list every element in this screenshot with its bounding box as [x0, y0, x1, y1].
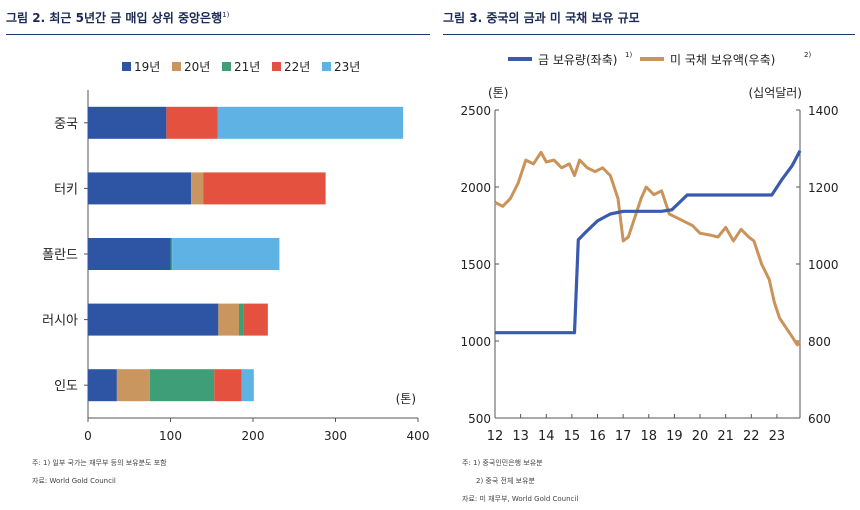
left-chart-title: 그림 2. 최근 5년간 금 매입 상위 중앙은행1) [6, 9, 229, 26]
legend-swatch-3 [272, 62, 281, 71]
bar-4-1 [116, 369, 150, 402]
legend-swatch-1 [172, 62, 181, 71]
x-tick-label-4: 16 [589, 429, 606, 444]
left-title-rule [6, 34, 430, 35]
x-tick-label-3: 300 [324, 429, 347, 443]
treasury-holdings-line [494, 150, 802, 347]
x-tick-label-4: 400 [407, 429, 430, 443]
bar-3-0 [88, 303, 219, 336]
legend-sup-treasury: 2) [804, 51, 811, 59]
right-note-2: 2) 중국 전체 보유분 [476, 477, 535, 485]
x-tick-label-9: 21 [717, 429, 734, 444]
bar-0-0 [88, 106, 167, 139]
legend-label-treasury: 미 국채 보유액(우축) [670, 53, 775, 67]
x-tick-label-8: 20 [692, 429, 709, 444]
category-label-4: 인도 [54, 379, 78, 394]
bar-1-0 [88, 172, 192, 205]
gold-reserve-line [495, 150, 802, 335]
dual-axis-line-chart: 금 보유량(좌축) 1) 미 국채 보유액(우축) 2) (톤) (십억달러) 500 100… [460, 51, 838, 444]
legend-swatch-4 [322, 62, 331, 71]
bar-4-3 [214, 369, 242, 402]
right-title-rule [443, 34, 855, 35]
category-label-3: 러시아 [42, 314, 78, 329]
left-y-tick-label-1: 1000 [460, 335, 491, 349]
legend-sup-gold: 1) [625, 51, 632, 59]
right-y-tick-label-1: 800 [808, 335, 831, 349]
left-source: 자료: World Gold Council [32, 477, 116, 485]
right-y-tick-label-4: 1400 [808, 104, 839, 118]
right-right-unit: (십억달러) [748, 86, 802, 100]
x-tick-label-1: 13 [512, 429, 529, 444]
bar-0-4 [217, 106, 404, 139]
left-chart-title-text: 그림 2. 최근 5년간 금 매입 상위 중앙은행 [6, 11, 223, 25]
bar-3-1 [218, 303, 239, 336]
legend-swatch-0 [122, 62, 131, 71]
right-chart-title: 그림 3. 중국의 금과 미 국채 보유 규모 [443, 9, 640, 26]
bar-4-2 [149, 369, 215, 402]
x-tick-label-3: 15 [564, 429, 581, 444]
bar-3-3 [243, 303, 268, 336]
right-y-tick-label-2: 1000 [808, 258, 839, 272]
legend-label-3: 22년 [284, 60, 310, 74]
left-chart-title-sup: 1) [222, 11, 230, 19]
left-y-tick-label-2: 1500 [460, 258, 491, 272]
legend-swatch-2 [222, 62, 231, 71]
bar-1-3 [203, 172, 326, 205]
category-label-0: 중국 [54, 117, 78, 132]
left-y-tick-label-4: 2500 [460, 104, 491, 118]
bar-1-1 [191, 172, 204, 205]
right-left-unit: (톤) [488, 86, 508, 100]
legend-label-1: 20년 [184, 60, 210, 74]
x-tick-label-0: 12 [487, 429, 504, 444]
right-note-1: 주: 1) 중국인민은행 보유분 [462, 459, 543, 467]
left-y-tick-label-3: 2000 [460, 181, 491, 195]
left-unit-label: (톤) [396, 392, 416, 406]
x-tick-label-1: 100 [159, 429, 182, 443]
category-label-2: 폴란드 [42, 248, 78, 263]
left-note-1: 주: 1) 일부 국가는 재무부 등의 보유분도 포함 [32, 459, 167, 467]
x-tick-label-11: 23 [769, 429, 786, 444]
bar-3-2 [238, 303, 244, 336]
left-y-tick-label-0: 500 [468, 412, 491, 426]
bar-0-3 [166, 106, 218, 139]
right-chart-title-text: 그림 3. 중국의 금과 미 국채 보유 규모 [443, 11, 640, 25]
legend-label-2: 21년 [234, 60, 260, 74]
x-tick-label-2: 200 [242, 429, 265, 443]
right-source: 자료: 미 재무부, World Gold Council [462, 495, 579, 503]
x-tick-label-6: 18 [641, 429, 658, 444]
bar-2-2 [170, 238, 173, 270]
x-tick-label-5: 17 [615, 429, 632, 444]
x-tick-label-0: 0 [84, 429, 92, 443]
right-y-tick-label-0: 600 [808, 412, 831, 426]
bar-2-0 [88, 238, 171, 270]
x-tick-label-7: 19 [666, 429, 683, 444]
legend-label-gold: 금 보유량(좌축) [538, 53, 617, 67]
bar-4-0 [88, 369, 117, 402]
legend-label-0: 19년 [134, 60, 160, 74]
bar-2-4 [172, 238, 280, 270]
x-tick-label-10: 22 [743, 429, 760, 444]
x-tick-label-2: 14 [538, 429, 555, 444]
bar-4-4 [241, 369, 254, 402]
category-label-1: 터키 [54, 182, 78, 197]
right-y-tick-label-3: 1200 [808, 181, 839, 195]
legend-label-4: 23년 [334, 60, 360, 74]
